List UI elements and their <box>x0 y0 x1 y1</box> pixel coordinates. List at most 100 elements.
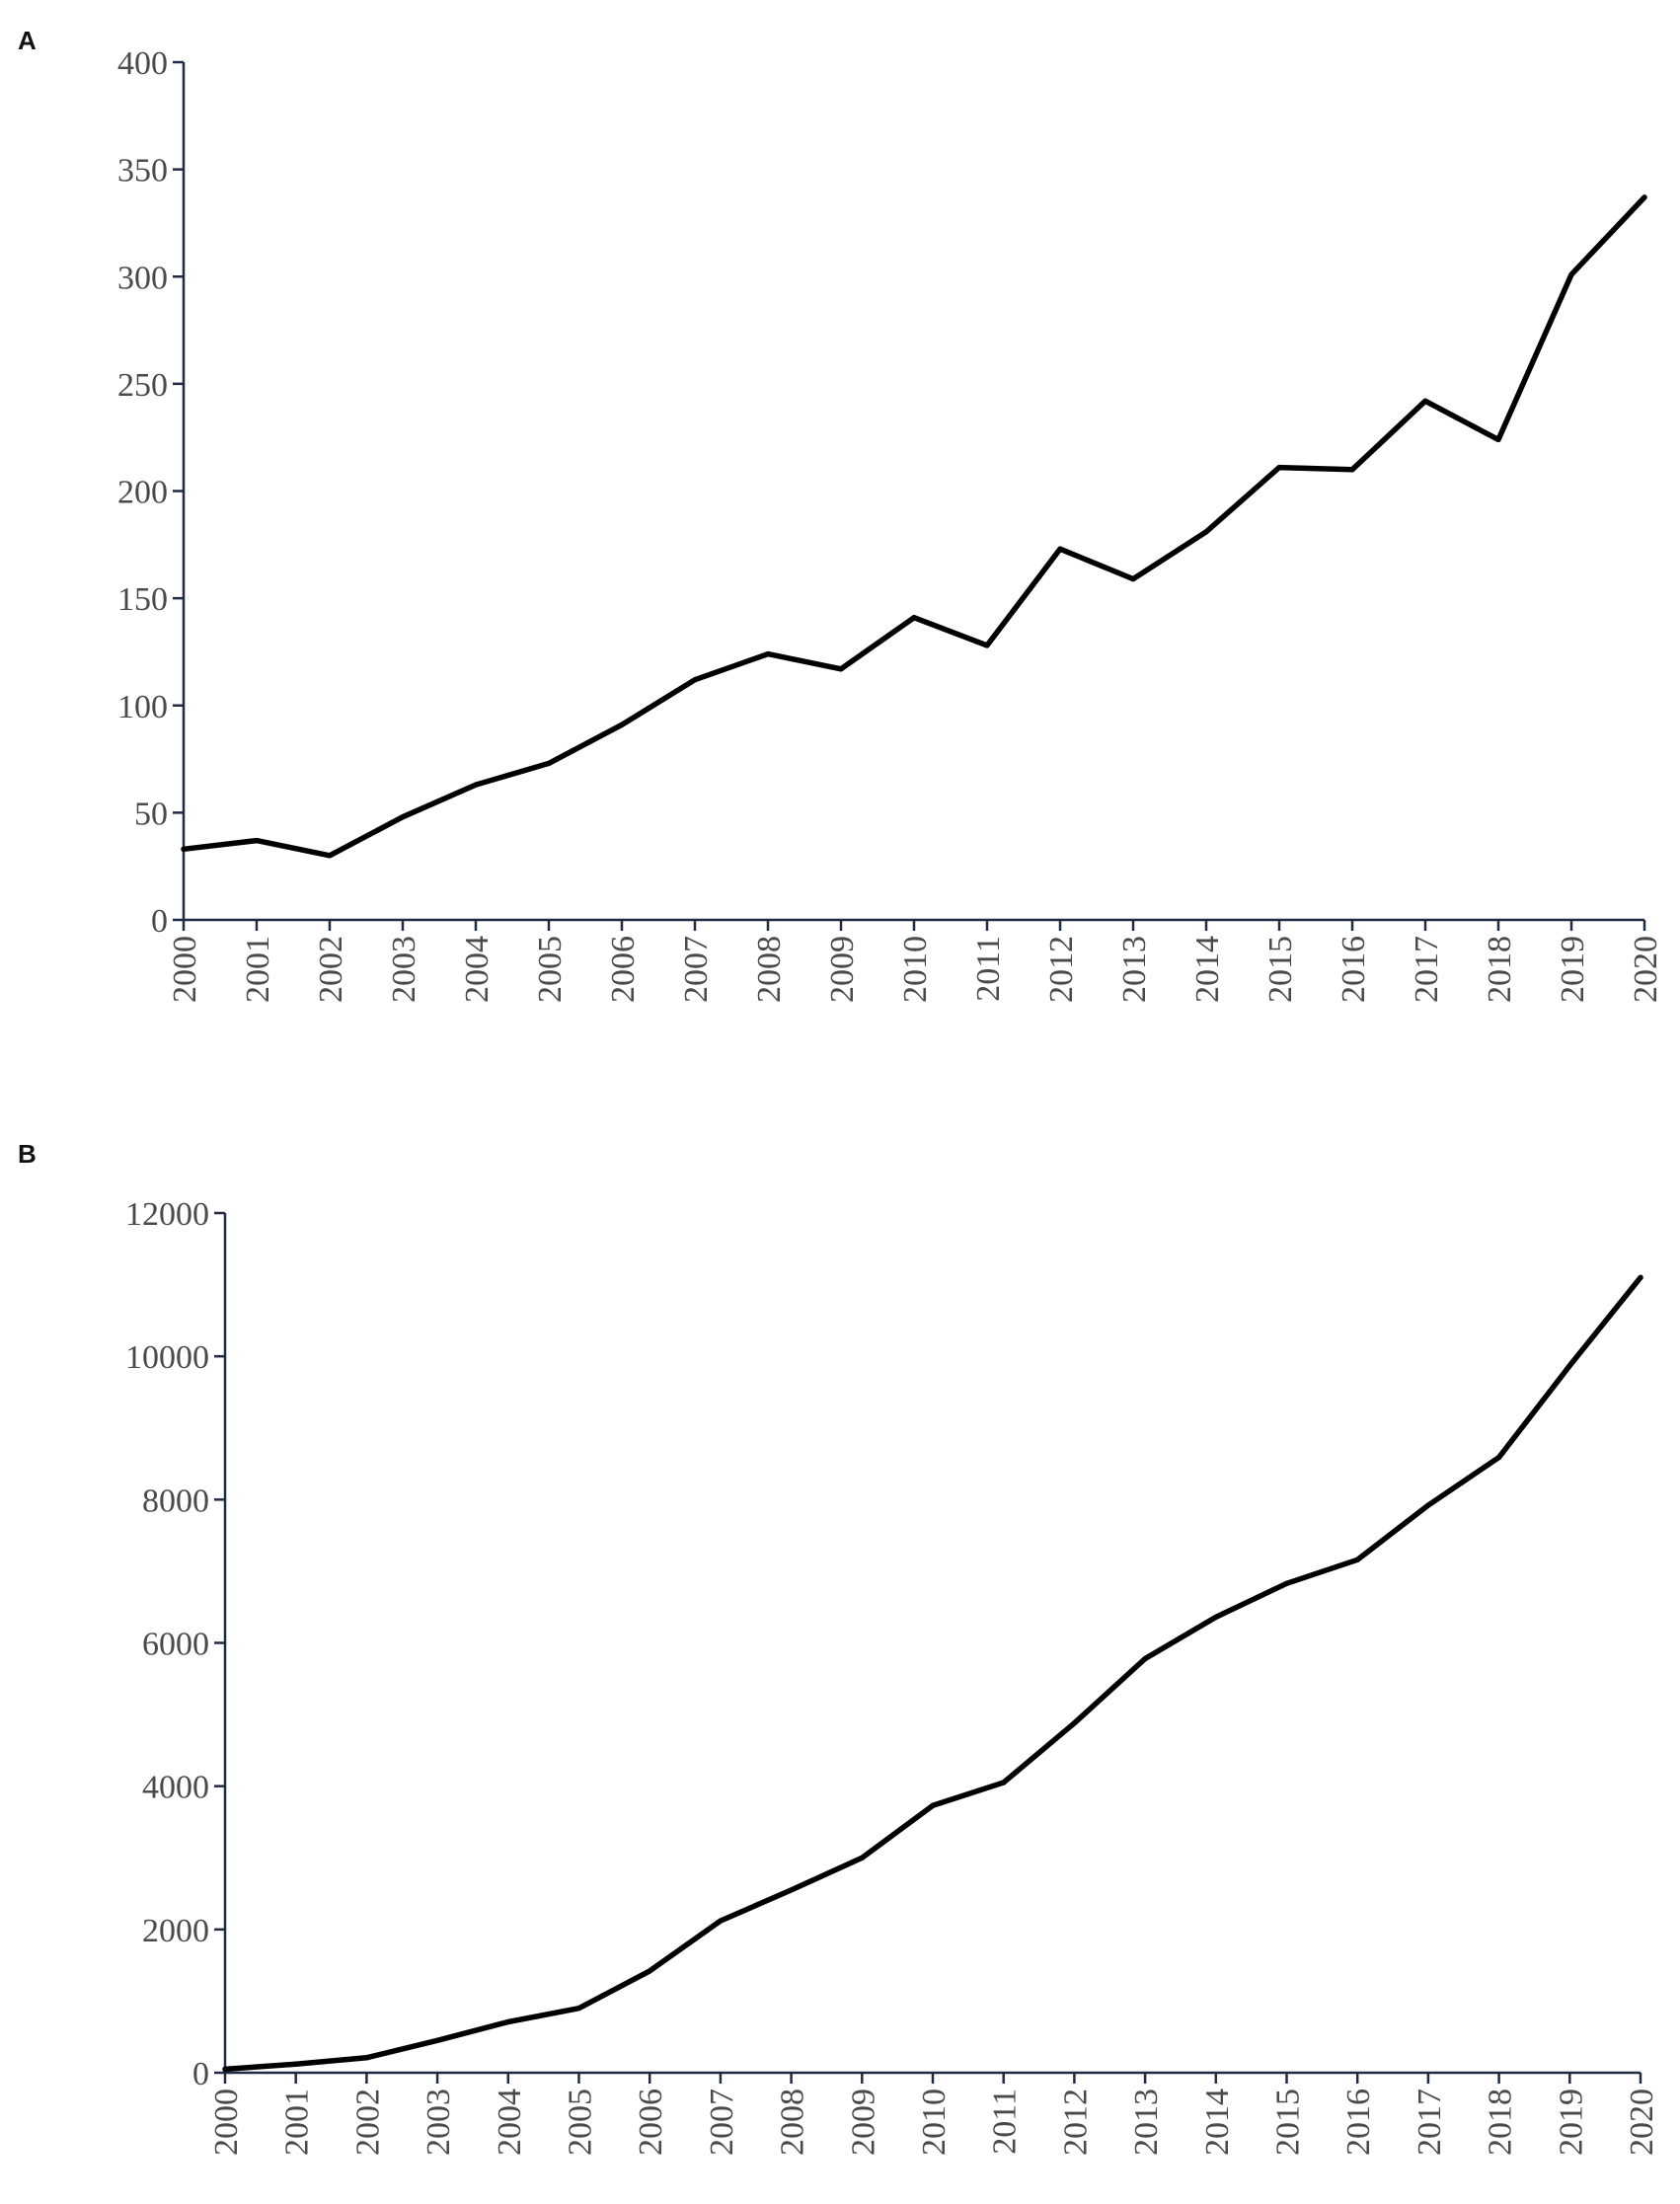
x-tick-label: 2005 <box>563 2089 599 2156</box>
data-point <box>930 1802 936 1808</box>
y-tick-label: 10000 <box>125 1339 209 1376</box>
y-tick-label: 400 <box>117 45 168 82</box>
x-tick-label: 2002 <box>349 2089 386 2156</box>
data-point <box>1425 1502 1431 1508</box>
x-tick-label: 2013 <box>1128 2089 1165 2156</box>
data-point <box>473 782 479 788</box>
data-point <box>1496 1454 1502 1461</box>
data-point <box>718 1918 724 1924</box>
x-tick-label: 2009 <box>845 2089 881 2156</box>
data-point <box>1638 1274 1643 1280</box>
x-tick-label: 2017 <box>1412 2089 1448 2156</box>
x-tick-label: 2019 <box>1553 2089 1589 2156</box>
data-point <box>254 838 260 844</box>
x-tick-label: 2019 <box>1555 936 1591 1003</box>
data-point <box>1276 465 1282 471</box>
x-tick-label: 2015 <box>1262 936 1299 1003</box>
series-line <box>222 1274 1643 2073</box>
data-point <box>546 760 552 767</box>
data-point <box>1642 194 1647 200</box>
x-tick-label: 2005 <box>532 936 569 1003</box>
x-tick-label: 2004 <box>492 2089 528 2156</box>
x-tick-label: 2013 <box>1116 936 1153 1003</box>
series-line <box>181 194 1647 859</box>
data-point <box>859 1855 865 1861</box>
y-tick-label: 0 <box>192 2056 209 2092</box>
data-point <box>765 651 771 657</box>
data-point <box>911 615 917 621</box>
data-point <box>692 677 698 683</box>
x-tick-label: 2004 <box>459 936 496 1003</box>
y-tick-label: 350 <box>117 153 168 190</box>
x-tick-label: 2003 <box>386 936 422 1003</box>
data-point <box>1001 1780 1007 1786</box>
data-point <box>1283 1580 1290 1586</box>
data-point <box>1130 575 1136 582</box>
data-point <box>1071 1720 1077 1726</box>
x-tick-label: 2003 <box>420 2089 457 2156</box>
data-point <box>293 2061 299 2067</box>
x-tick-label: 2007 <box>704 2089 740 2156</box>
data-point <box>181 846 187 852</box>
x-tick-label: 2001 <box>279 2089 316 2156</box>
y-tick-label: 4000 <box>142 1770 209 1806</box>
x-tick-label: 2009 <box>824 936 861 1003</box>
data-point <box>363 2055 369 2061</box>
x-tick-label: 2010 <box>897 936 934 1003</box>
data-point <box>647 1968 652 1974</box>
x-tick-label: 2010 <box>916 2089 953 2156</box>
x-tick-label: 2017 <box>1409 936 1445 1003</box>
x-tick-label: 2000 <box>208 2089 245 2156</box>
x-tick-label: 2014 <box>1189 936 1226 1003</box>
y-tick-label: 50 <box>134 796 168 832</box>
x-tick-label: 2007 <box>678 936 715 1003</box>
data-point <box>575 2006 582 2012</box>
y-tick-label: 6000 <box>142 1627 209 1663</box>
data-point <box>1354 1557 1360 1562</box>
y-tick-label: 2000 <box>142 1913 209 1949</box>
x-tick-label: 2011 <box>987 2089 1024 2155</box>
y-tick-label: 150 <box>117 581 168 618</box>
y-tick-label: 8000 <box>142 1482 209 1519</box>
data-point <box>222 2066 228 2072</box>
x-tick-label: 2014 <box>1199 2089 1236 2156</box>
data-point <box>1213 1614 1219 1620</box>
data-point <box>984 643 990 648</box>
data-point <box>1422 398 1428 404</box>
data-point <box>619 722 625 727</box>
data-point <box>789 1887 795 1893</box>
x-tick-label: 2011 <box>970 936 1007 1002</box>
y-tick-label: 12000 <box>125 1196 209 1233</box>
x-tick-label: 2008 <box>751 936 788 1003</box>
panel-label-b: B <box>18 1139 37 1169</box>
x-tick-label: 2000 <box>167 936 203 1003</box>
data-point <box>1568 271 1574 277</box>
data-point <box>1142 1655 1148 1662</box>
panel-label-a: A <box>18 26 37 55</box>
x-tick-label: 2012 <box>1043 936 1080 1003</box>
data-point <box>434 2037 440 2043</box>
data-point <box>327 853 333 859</box>
x-tick-label: 2020 <box>1628 936 1664 1003</box>
y-tick-label: 200 <box>117 475 168 511</box>
x-tick-label: 2006 <box>633 2089 669 2156</box>
y-tick-label: 0 <box>151 903 168 940</box>
data-point <box>838 666 844 672</box>
x-tick-label: 2012 <box>1057 2089 1094 2156</box>
chart-panel-a: A 0 50 100 150 200 250 300 350 400 2000 2001 2002 200… <box>18 26 1664 1003</box>
x-tick-label: 2016 <box>1340 2089 1377 2156</box>
data-point <box>1203 529 1209 535</box>
x-tick-label: 2001 <box>240 936 276 1003</box>
y-tick-label: 100 <box>117 689 168 725</box>
x-tick-label: 2008 <box>775 2089 811 2156</box>
x-tick-label: 2002 <box>313 936 349 1003</box>
data-point <box>1495 436 1501 442</box>
x-tick-label: 2015 <box>1270 2089 1307 2156</box>
x-tick-label: 2016 <box>1336 936 1372 1003</box>
y-tick-label: 250 <box>117 367 168 404</box>
x-tick-label: 2020 <box>1624 2089 1660 2156</box>
x-tick-label: 2006 <box>605 936 642 1003</box>
data-point <box>1349 467 1355 473</box>
